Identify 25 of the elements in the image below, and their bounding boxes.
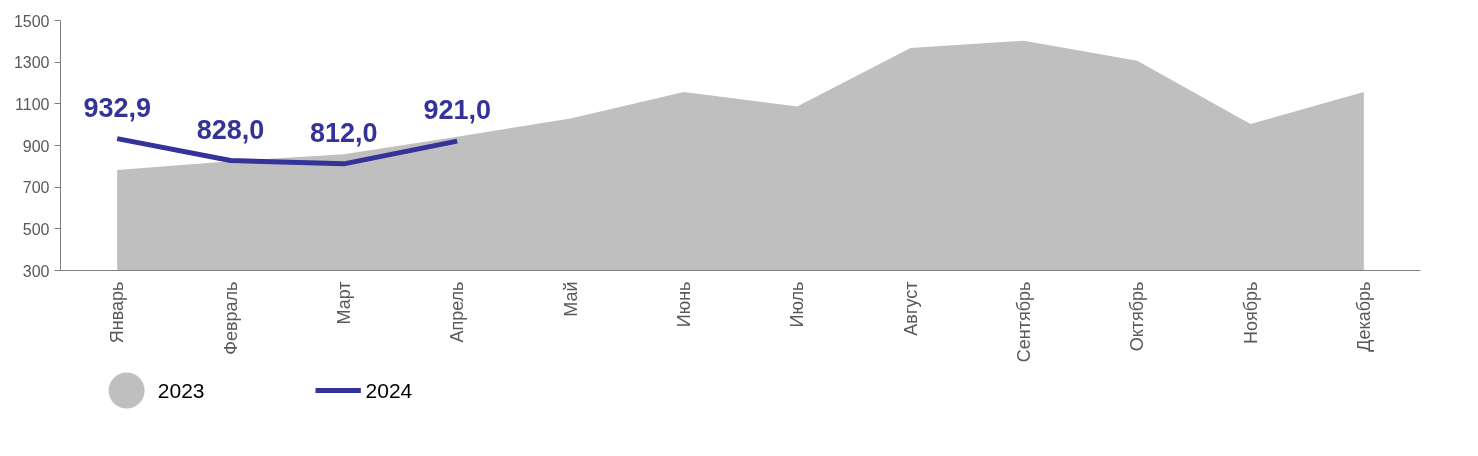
y-tick-label: 1100 <box>15 95 50 113</box>
y-tick-label: 1300 <box>13 54 50 72</box>
x-tick-label: Июнь <box>673 281 694 328</box>
legend-label: 2023 <box>157 378 205 402</box>
x-tick-label: Октябрь <box>1127 281 1148 352</box>
x-tick-label: Ноябрь <box>1240 281 1261 344</box>
x-tick-label: Март <box>333 281 354 325</box>
data-label: 828,0 <box>196 114 265 145</box>
y-tick-label: 700 <box>22 179 50 197</box>
y-tick-label: 1500 <box>13 12 50 30</box>
x-tick-label: Февраль <box>220 281 241 355</box>
x-tick-label: Июль <box>787 281 808 328</box>
x-tick-label: Январь <box>107 281 128 344</box>
y-tick-label: 300 <box>22 262 50 280</box>
data-label: 932,9 <box>83 92 151 123</box>
x-tick-label: Декабрь <box>1353 281 1374 352</box>
data-label: 921,0 <box>423 95 491 126</box>
x-tick-label: Апрель <box>447 281 468 343</box>
x-tick-label: Сентябрь <box>1013 281 1034 363</box>
legend-label: 2024 <box>365 378 413 402</box>
y-tick-label: 900 <box>22 137 50 155</box>
x-tick-label: Май <box>560 281 581 317</box>
data-label: 812,0 <box>310 117 378 148</box>
y-tick-label: 500 <box>22 220 50 238</box>
x-tick-label: Август <box>900 281 921 336</box>
